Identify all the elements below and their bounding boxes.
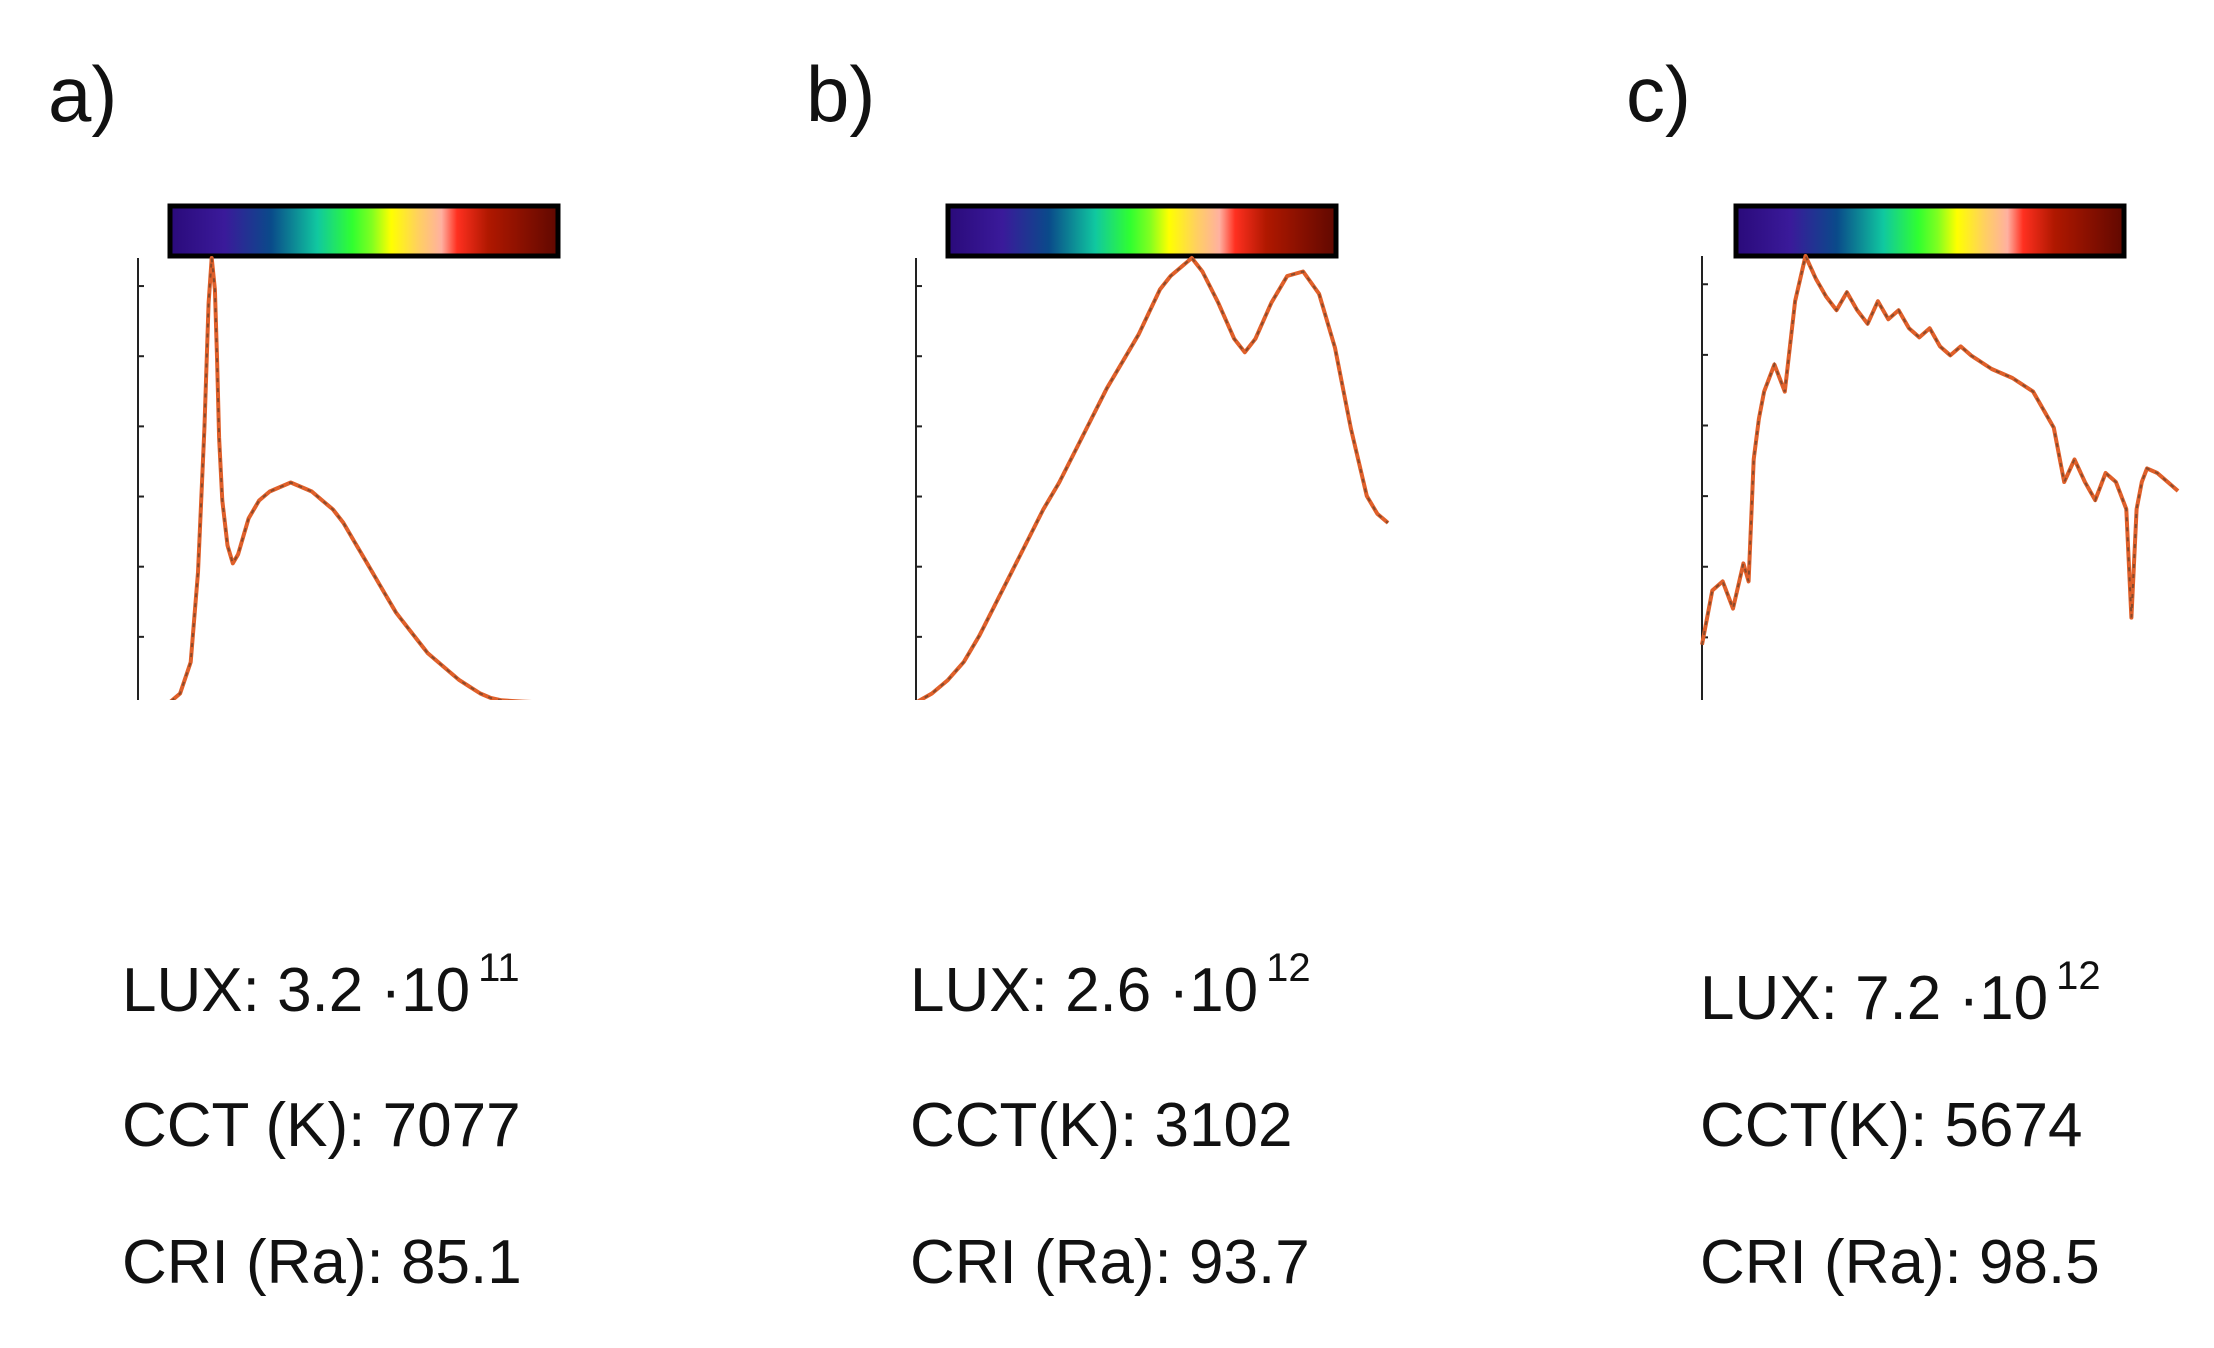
spectrum-curve	[916, 256, 1390, 700]
cct-value: CCT(K): 3102	[910, 1091, 1293, 1160]
panel-a: a) 400500600700800Wavelength (nm) LUX: 3…	[0, 0, 738, 1348]
spectrum-chart-c: 400500600700800Wavelength (nm)	[1700, 203, 2180, 700]
panel-b: b) 400500600700800Wavelength (nm) LUX: 2…	[738, 0, 1476, 1348]
spectrum-color-bar	[945, 203, 1339, 259]
cri-value: CRI (Ra): 98.5	[1700, 1228, 2100, 1297]
panel-label: c)	[1626, 50, 1691, 138]
cct-value: CCT (K): 7077	[122, 1091, 521, 1160]
cri-value: CRI (Ra): 93.7	[910, 1228, 1310, 1297]
lux-value: LUX: 7.2 ·10 12	[1700, 954, 2101, 1033]
spectrum-curve-overlay	[170, 257, 513, 700]
panel-c: c) 400500600700800Wavelength (nm) LUX: 7…	[1476, 0, 2214, 1348]
lux-value: LUX: 3.2 ·10 11	[122, 946, 520, 1025]
lux-value: LUX: 2.6 ·10 12	[910, 946, 1311, 1025]
cri-value: CRI (Ra): 85.1	[122, 1228, 522, 1297]
cct-value: CCT(K): 5674	[1700, 1091, 2083, 1160]
spectrum-curve-overlay	[1701, 252, 2179, 645]
spectrum-curve	[169, 256, 532, 700]
spectrum-curve	[1700, 254, 2180, 646]
spectrum-curve-overlay	[918, 256, 1389, 700]
panel-label: a)	[48, 50, 118, 138]
panel-label: b)	[806, 50, 876, 138]
spectrum-color-bar	[167, 203, 561, 259]
spectrum-chart-a: 400500600700800Wavelength (nm)	[137, 203, 561, 700]
spectrum-chart-b: 400500600700800Wavelength (nm)	[915, 203, 1390, 700]
spectrum-color-bar	[1733, 203, 2127, 259]
